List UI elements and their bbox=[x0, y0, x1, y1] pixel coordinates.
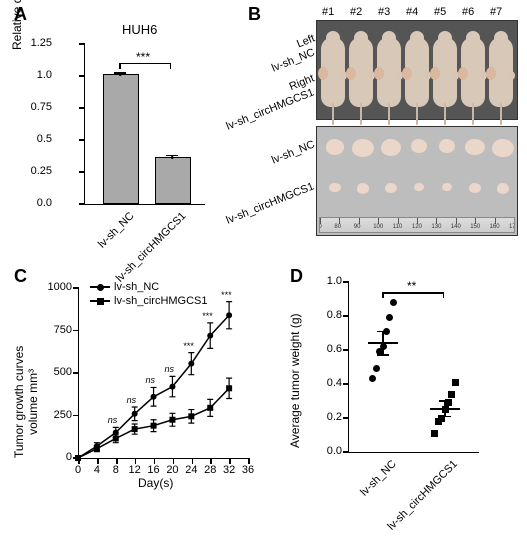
panel-D-ytick-label: 0.8 bbox=[314, 309, 342, 321]
panel-D-point bbox=[369, 375, 376, 382]
panel-B-col-label: #4 bbox=[406, 6, 418, 18]
panel-B-row-label: lv-sh_circHMGCS1 bbox=[225, 180, 316, 226]
panel-D-point bbox=[373, 365, 380, 372]
figure-root: A B C D HUH6 Relative circHMGCS1 express… bbox=[0, 0, 527, 536]
panel-B: #1#2#3#4#5#6#7Leftlv-sh_NCRightlv-sh_cir… bbox=[248, 6, 523, 260]
panel-C-svg bbox=[78, 288, 248, 458]
panel-A-bar bbox=[155, 157, 191, 204]
legend-marker-square bbox=[90, 296, 110, 306]
panel-D: Average tumor weight (g) 0.00.20.40.60.8… bbox=[292, 272, 522, 530]
panel-B-tumors-photo: 708090100110120130140150160170 bbox=[316, 126, 518, 236]
panel-A-ytick-label: 1.25 bbox=[22, 37, 52, 49]
panel-C-xtick-label: 36 bbox=[240, 464, 256, 476]
panel-C-ytick-label: 0 bbox=[42, 451, 72, 463]
panel-A-ytick-label: 0.0 bbox=[22, 197, 52, 209]
panel-C-xtick-label: 32 bbox=[221, 464, 237, 476]
panel-C-xtick-label: 0 bbox=[70, 464, 86, 476]
legend-label-nc: lv-sh_NC bbox=[114, 281, 159, 293]
panel-A: HUH6 Relative circHMGCS1 expression 0.00… bbox=[22, 22, 237, 252]
panel-D-ytick-label: 0.2 bbox=[314, 411, 342, 423]
panel-D-ytick-label: 0.0 bbox=[314, 445, 342, 457]
panel-D-point bbox=[452, 379, 459, 386]
panel-C-ytick-label: 250 bbox=[42, 409, 72, 421]
panel-C-xtick-label: 8 bbox=[108, 464, 124, 476]
panel-A-plot bbox=[84, 44, 205, 205]
panel-A-bar bbox=[103, 74, 139, 204]
panel-D-point bbox=[448, 391, 455, 398]
panel-C-annotation: ns bbox=[164, 364, 174, 374]
panel-A-ytick-label: 1.0 bbox=[22, 69, 52, 81]
panel-C-xtick-label: 16 bbox=[146, 464, 162, 476]
panel-A-significance: *** bbox=[136, 50, 150, 64]
legend-label-kd: lv-sh_circHMGCS1 bbox=[114, 295, 208, 307]
panel-B-row-label: lv-sh_NC bbox=[270, 138, 316, 166]
panel-B-row-label: lv-sh_circHMGCS1 bbox=[225, 86, 316, 132]
panel-C-xtick-label: 24 bbox=[183, 464, 199, 476]
panel-A-title: HUH6 bbox=[122, 22, 157, 37]
panel-C-annotation: *** bbox=[183, 341, 194, 351]
panel-C-ytick-label: 1000 bbox=[42, 281, 72, 293]
panel-D-point bbox=[431, 430, 438, 437]
panel-D-ytick-label: 0.4 bbox=[314, 377, 342, 389]
panel-D-point bbox=[390, 299, 397, 306]
panel-D-plot bbox=[348, 282, 479, 453]
panel-C-annotation: ns bbox=[127, 395, 137, 405]
panel-A-ytick-label: 0.5 bbox=[22, 133, 52, 145]
panel-D-ylabel: Average tumor weight (g) bbox=[288, 313, 302, 448]
panel-C-annotation: *** bbox=[221, 290, 232, 300]
panel-B-col-label: #3 bbox=[378, 6, 390, 18]
panel-B-col-label: #2 bbox=[350, 6, 362, 18]
panel-D-point bbox=[386, 314, 393, 321]
panel-A-ytick-label: 0.75 bbox=[22, 101, 52, 113]
panel-B-col-label: #5 bbox=[434, 6, 446, 18]
panel-C-ytick-label: 500 bbox=[42, 366, 72, 378]
panel-C-annotation: ns bbox=[108, 415, 118, 425]
panel-C: Tumor growth curvesvolume mm³ Day(s) lv-… bbox=[12, 272, 264, 530]
panel-D-xlabel: lv-sh_NC bbox=[358, 458, 398, 498]
panel-C-xlabel: Day(s) bbox=[138, 476, 173, 490]
panel-C-legend: lv-sh_NC lv-sh_circHMGCS1 bbox=[90, 280, 208, 308]
legend-row-kd: lv-sh_circHMGCS1 bbox=[90, 294, 208, 308]
panel-C-ylabel: Tumor growth curvesvolume mm³ bbox=[12, 346, 40, 458]
panel-B-row-label: lv-sh_NC bbox=[270, 46, 316, 74]
panel-D-xlabel: lv-sh_circHMGCS1 bbox=[386, 458, 461, 533]
panel-C-xtick-label: 4 bbox=[89, 464, 105, 476]
panel-B-col-label: #7 bbox=[490, 6, 502, 18]
panel-D-significance: ** bbox=[407, 279, 416, 293]
panel-D-ytick-label: 0.6 bbox=[314, 343, 342, 355]
panel-A-ytick-label: 0.25 bbox=[22, 165, 52, 177]
panel-B-mice-photo bbox=[316, 20, 518, 120]
panel-C-xtick-label: 28 bbox=[202, 464, 218, 476]
panel-B-col-label: #1 bbox=[322, 6, 334, 18]
panel-C-xtick-label: 12 bbox=[127, 464, 143, 476]
panel-C-ytick-label: 750 bbox=[42, 324, 72, 336]
legend-marker-circle bbox=[90, 282, 110, 292]
panel-C-xtick-label: 20 bbox=[164, 464, 180, 476]
ruler-icon: 708090100110120130140150160170 bbox=[319, 217, 515, 233]
panel-C-annotation: *** bbox=[202, 311, 213, 321]
panel-C-annotation: ns bbox=[146, 375, 156, 385]
panel-D-ytick-label: 1.0 bbox=[314, 275, 342, 287]
legend-row-nc: lv-sh_NC bbox=[90, 280, 208, 294]
panel-B-col-label: #6 bbox=[462, 6, 474, 18]
